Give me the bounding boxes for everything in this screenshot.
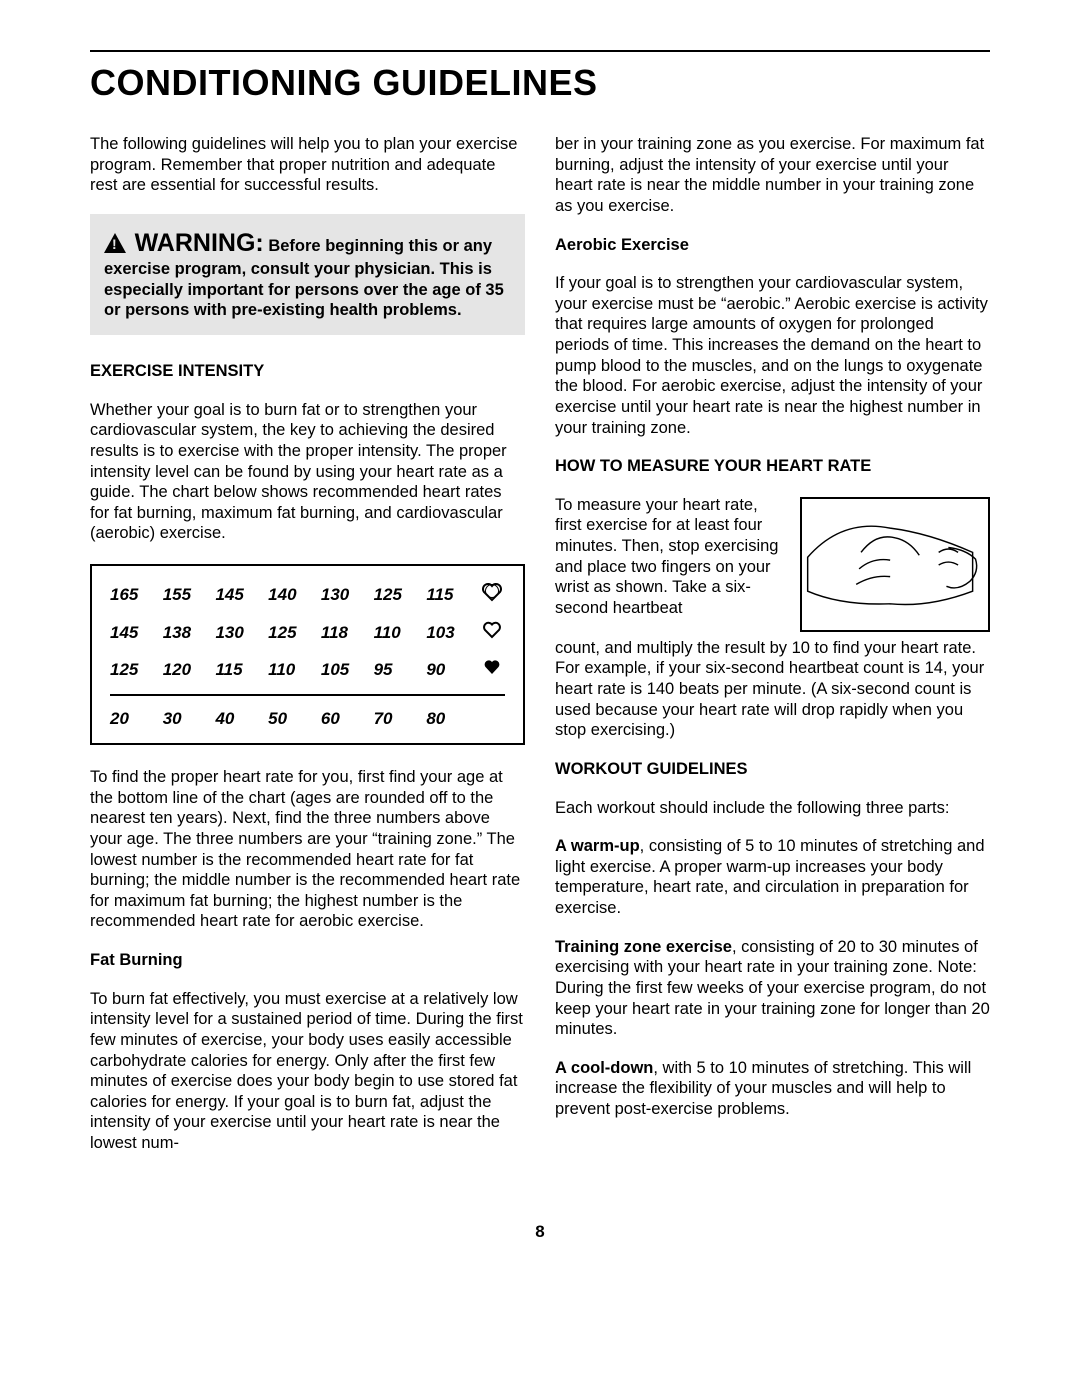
chart-cell: 90 [426, 659, 479, 680]
heart-rate-chart: 1651551451401301251151451381301251181101… [90, 564, 525, 745]
chart-age-cell: 20 [110, 708, 163, 729]
chart-cell: 155 [163, 584, 216, 605]
chart-age-cell: 80 [426, 708, 479, 729]
fat-burning-p1: To burn fat effectively, you must exerci… [90, 989, 525, 1154]
aerobic-heart-icon [479, 582, 505, 607]
chart-cell: 145 [215, 584, 268, 605]
chart-cell: 130 [321, 584, 374, 605]
aerobic-heading: Aerobic Exercise [555, 235, 990, 256]
warning-box: WARNING: Before beginning this or any ex… [90, 214, 525, 335]
workout-lead: Each workout should include the followin… [555, 798, 990, 819]
chart-cell: 120 [163, 659, 216, 680]
chart-age-cell: 70 [374, 708, 427, 729]
fat-heart-icon [479, 659, 505, 680]
page-title: CONDITIONING GUIDELINES [90, 62, 990, 104]
chart-age-cell: 40 [215, 708, 268, 729]
chart-row: 165155145140130125115 [110, 582, 505, 607]
chart-age-row: 20304050607080 [110, 708, 505, 729]
chart-cell: 115 [215, 659, 268, 680]
top-rule [90, 50, 990, 52]
workout-warmup: A warm-up, consisting of 5 to 10 minutes… [555, 836, 990, 919]
chart-cell: 118 [321, 622, 374, 643]
exercise-intensity-p2: To find the proper heart rate for you, f… [90, 767, 525, 932]
chart-cell: 125 [268, 622, 321, 643]
chart-cell: 138 [163, 622, 216, 643]
chart-cell: 130 [215, 622, 268, 643]
chart-cell: 105 [321, 659, 374, 680]
chart-cell: 95 [374, 659, 427, 680]
cooldown-bold: A cool-down [555, 1059, 653, 1077]
chart-cell: 125 [374, 584, 427, 605]
workout-cooldown: A cool-down, with 5 to 10 minutes of str… [555, 1058, 990, 1120]
warmup-bold: A warm-up [555, 837, 640, 855]
training-bold: Training zone exercise [555, 938, 732, 956]
page: CONDITIONING GUIDELINES The following gu… [0, 0, 1080, 1282]
chart-age-cell: 30 [163, 708, 216, 729]
chart-row: 145138130125118110103 [110, 621, 505, 644]
chart-age-cell: 50 [268, 708, 321, 729]
right-column: ber in your training zone as you exercis… [555, 134, 990, 1172]
workout-heading: WORKOUT GUIDELINES [555, 759, 990, 780]
chart-cell: 165 [110, 584, 163, 605]
wrist-svg [802, 499, 988, 630]
measure-p1: To measure your heart rate, first exerci… [555, 496, 778, 617]
measure-block: To measure your heart rate, first exerci… [555, 495, 990, 741]
measure-heading: HOW TO MEASURE YOUR HEART RATE [555, 456, 990, 477]
warning-label: WARNING: [135, 229, 264, 257]
warning-icon [104, 233, 126, 253]
intro-paragraph: The following guidelines will help you t… [90, 134, 525, 196]
chart-age-cell: 60 [321, 708, 374, 729]
chart-cell: 140 [268, 584, 321, 605]
exercise-intensity-p1: Whether your goal is to burn fat or to s… [90, 400, 525, 544]
fat-burning-heading: Fat Burning [90, 950, 525, 971]
chart-divider [110, 694, 505, 696]
chart-cell: 115 [426, 584, 479, 605]
maxfat-heart-icon [479, 621, 505, 644]
wrist-figure [800, 497, 990, 632]
left-column: The following guidelines will help you t… [90, 134, 525, 1172]
chart-cell: 110 [268, 659, 321, 680]
chart-row: 1251201151101059590 [110, 659, 505, 680]
chart-cell: 110 [374, 622, 427, 643]
workout-training: Training zone exercise, consisting of 20… [555, 937, 990, 1040]
chart-cell: 103 [426, 622, 479, 643]
exercise-intensity-heading: EXERCISE INTENSITY [90, 361, 525, 382]
column-layout: The following guidelines will help you t… [90, 134, 990, 1172]
aerobic-p1: If your goal is to strengthen your cardi… [555, 273, 990, 438]
page-number: 8 [90, 1222, 990, 1242]
chart-cell: 145 [110, 622, 163, 643]
measure-p2: count, and multiply the result by 10 to … [555, 639, 984, 740]
fat-burning-cont: ber in your training zone as you exercis… [555, 134, 990, 217]
chart-cell: 125 [110, 659, 163, 680]
